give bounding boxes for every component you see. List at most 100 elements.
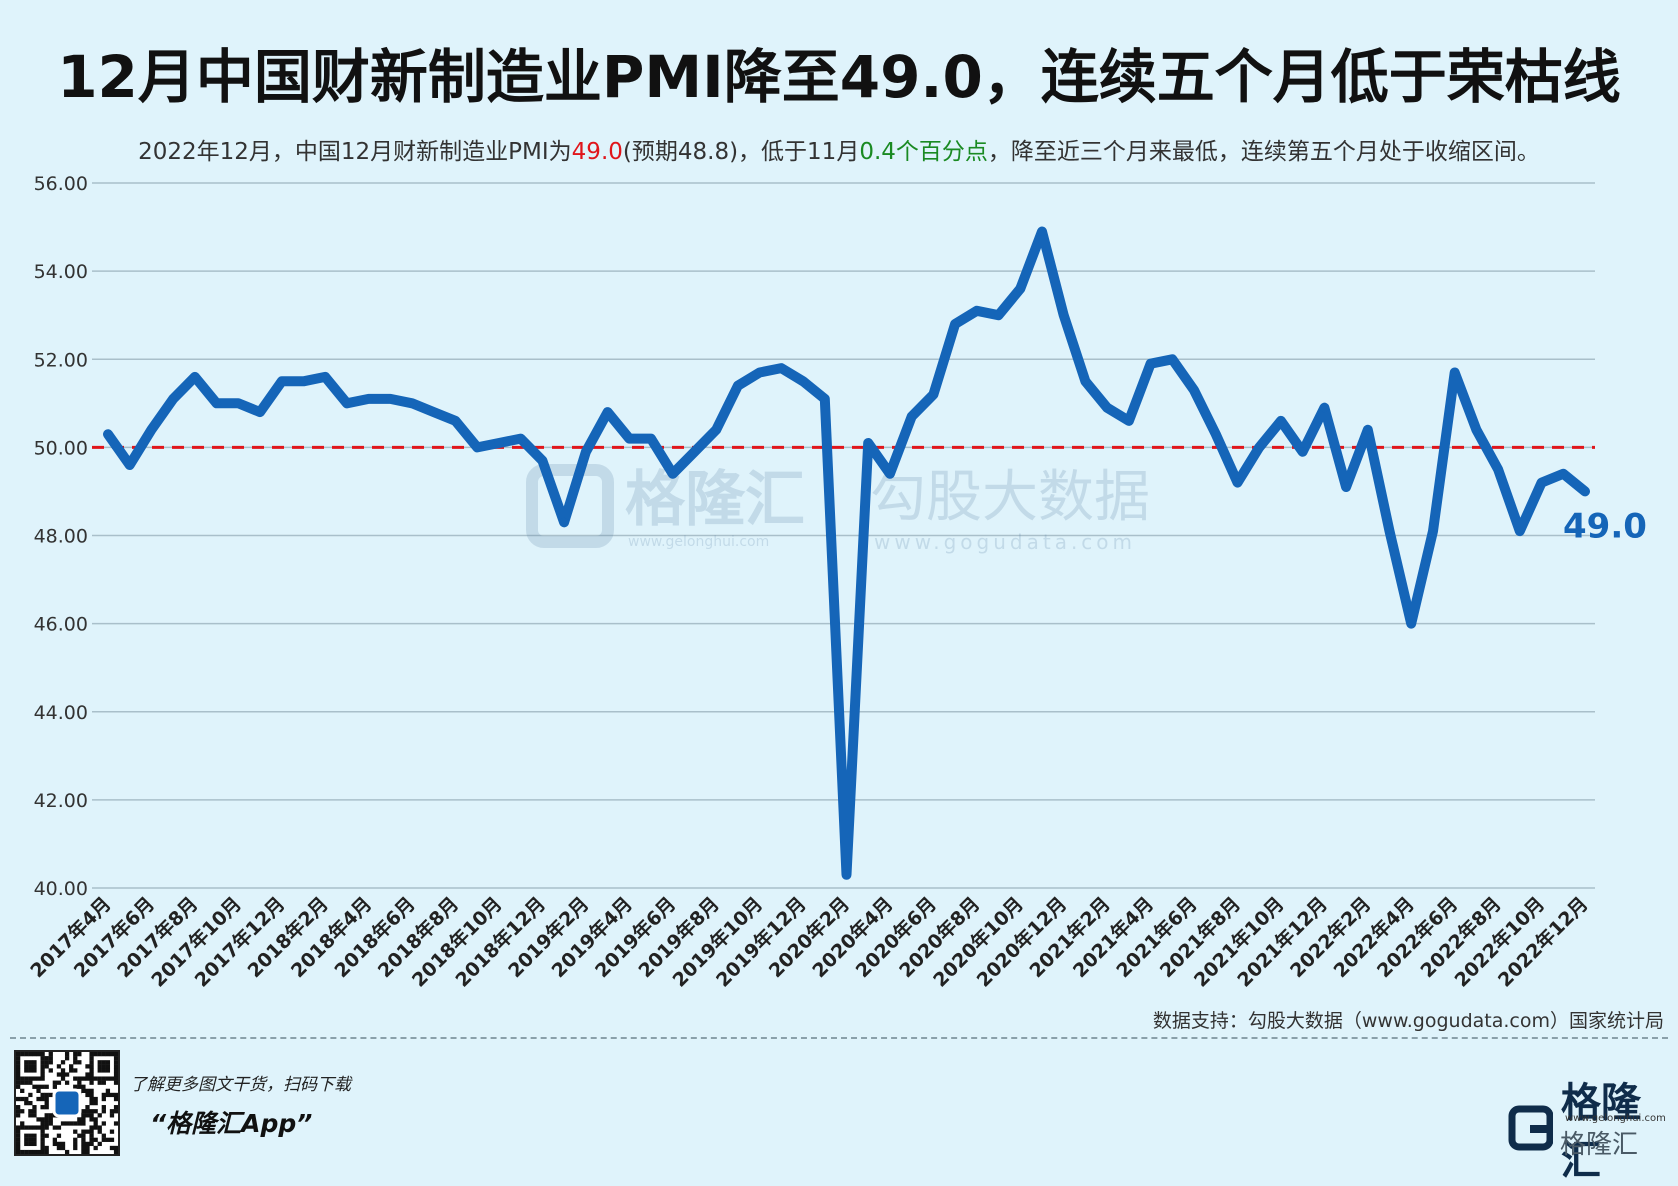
watermark-data-brand: 勾股大数据 <box>870 465 1150 530</box>
data-point <box>1037 226 1047 236</box>
data-point <box>385 394 395 404</box>
y-tick-label: 44.00 <box>34 702 88 724</box>
data-point <box>1059 310 1069 320</box>
y-axis-tick-labels: 40.00 42.00 44.00 46.00 48.00 50.00 52.00 54.00… <box>34 173 88 900</box>
chart-subtitle: 2022年12月，中国12月财新制造业PMI为49.0(预期48.8)，低于11… <box>0 132 1678 166</box>
watermark-brand: 格隆汇 <box>625 465 805 535</box>
source-note: 数据支持：勾股大数据（www.gogudata.com）国家统计局 <box>1152 1010 1664 1032</box>
data-point <box>972 306 982 316</box>
data-point <box>168 394 178 404</box>
data-point <box>776 363 786 373</box>
data-point <box>907 412 917 422</box>
data-point <box>1428 526 1438 536</box>
chart-title: 12月中国财新制造业PMI降至49.0，连续五个月低于荣枯线 <box>57 43 1621 111</box>
data-point <box>1124 416 1134 426</box>
data-point <box>103 429 113 439</box>
qr-code-pattern <box>16 1052 119 1155</box>
data-point <box>820 394 830 404</box>
data-point <box>407 398 417 408</box>
data-point <box>451 416 461 426</box>
brand-url: www.gelonghui.com <box>1565 1113 1666 1124</box>
data-point <box>233 398 243 408</box>
data-point <box>320 372 330 382</box>
data-point <box>1211 429 1221 439</box>
data-point <box>1515 526 1525 536</box>
data-point <box>1537 478 1547 488</box>
data-point <box>1385 526 1395 536</box>
subtitle-change-value: 0.4个百分点 <box>859 139 988 165</box>
y-tick-label: 54.00 <box>34 261 88 283</box>
data-point <box>733 381 743 391</box>
data-point <box>559 517 569 527</box>
subtitle-text-1: 2022年12月，中国12月财新制造业PMI为 <box>138 139 572 165</box>
data-point <box>1276 416 1286 426</box>
data-point <box>1080 376 1090 386</box>
data-point <box>1319 403 1329 413</box>
data-point <box>125 460 135 470</box>
watermark-brand-url: www.gelonghui.com <box>628 534 769 550</box>
watermark: 格隆汇 www.gelonghui.com 勾股大数据 www.gogudata… <box>526 464 1150 554</box>
x-axis-tick-labels: 2017年4月2017年6月2017年8月2017年10月2017年12月201… <box>26 892 1593 991</box>
data-point <box>255 407 265 417</box>
data-point <box>212 398 222 408</box>
data-point <box>298 376 308 386</box>
data-point <box>1493 464 1503 474</box>
data-point <box>689 447 699 457</box>
data-point <box>1580 486 1590 496</box>
data-point <box>1167 354 1177 364</box>
data-point <box>429 407 439 417</box>
brand-logo: 格隆汇 <box>1508 1070 1678 1186</box>
data-point <box>646 434 656 444</box>
data-point <box>494 438 504 448</box>
watermark-data-url: www.gogudata.com <box>874 530 1136 554</box>
data-point <box>1341 482 1351 492</box>
data-point <box>364 394 374 404</box>
data-point <box>472 442 482 452</box>
data-point <box>581 447 591 457</box>
data-point <box>342 398 352 408</box>
data-point <box>146 425 156 435</box>
data-point <box>711 425 721 435</box>
data-point <box>798 376 808 386</box>
data-point <box>1102 403 1112 413</box>
data-point <box>1558 469 1568 479</box>
data-point <box>1471 425 1481 435</box>
subtitle-text-3: ，降至近三个月来最低，连续第五个月处于收缩区间。 <box>987 139 1540 165</box>
data-point <box>1298 447 1308 457</box>
data-point <box>624 434 634 444</box>
pmi-line-chart: 40.00 42.00 44.00 46.00 48.00 50.00 52.00 54.00… <box>26 173 1647 991</box>
data-point <box>668 469 678 479</box>
app-name: “格隆汇App” <box>150 1109 313 1138</box>
brand-g-icon <box>1508 1105 1553 1151</box>
footer-divider <box>10 1037 1668 1039</box>
qr-code <box>14 1050 120 1156</box>
data-point <box>1406 619 1416 629</box>
data-point <box>190 372 200 382</box>
y-tick-label: 50.00 <box>34 437 88 459</box>
data-point <box>755 367 765 377</box>
brand-small-watermark: 格隆汇 <box>1560 1130 1639 1160</box>
data-point <box>1363 425 1373 435</box>
series-line <box>103 226 1590 880</box>
y-tick-label: 56.00 <box>34 173 88 195</box>
data-point <box>1232 478 1242 488</box>
data-point <box>1146 359 1156 369</box>
data-point <box>928 390 938 399</box>
data-point <box>603 407 613 417</box>
data-point <box>1450 367 1460 377</box>
end-value-label: 49.0 <box>1563 506 1647 546</box>
data-point <box>994 310 1004 320</box>
data-point <box>537 456 547 466</box>
data-point <box>1015 284 1025 294</box>
y-tick-label: 48.00 <box>34 526 88 548</box>
data-point <box>842 870 851 880</box>
subtitle-pmi-value: 49.0 <box>571 139 623 165</box>
data-point <box>885 469 895 479</box>
subtitle-text-2: (预期48.8)，低于11月 <box>622 139 860 165</box>
y-tick-label: 42.00 <box>34 790 88 812</box>
watermark-logo-mark <box>526 464 614 548</box>
data-point <box>516 434 526 444</box>
y-tick-label: 52.00 <box>34 349 88 371</box>
promo-text: 了解更多图文干货，扫码下载 <box>130 1075 351 1095</box>
data-point <box>863 438 873 448</box>
